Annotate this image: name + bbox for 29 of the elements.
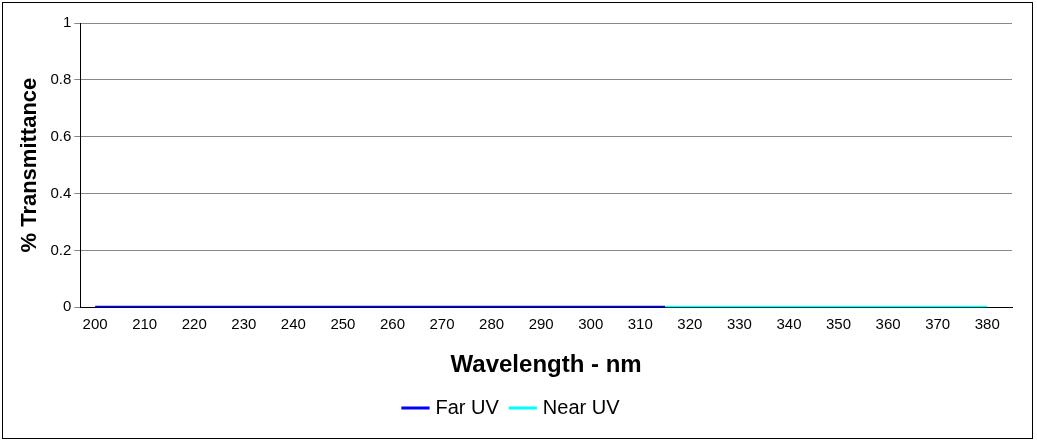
x-axis-title: Wavelength - nm [450, 350, 642, 378]
x-tick-label: 240 [280, 315, 306, 333]
y-tick-label: 1 [62, 13, 72, 31]
x-tick-label: 260 [379, 315, 405, 333]
x-tick-label: 250 [330, 315, 356, 333]
x-tick-label: 320 [677, 315, 703, 333]
x-tick-label: 310 [627, 315, 653, 333]
x-tick-label: 330 [726, 315, 752, 333]
x-tick-label: 360 [875, 315, 901, 333]
y-tick-label: 0 [62, 297, 72, 315]
x-tick-label: 340 [776, 315, 802, 333]
y-axis-title: % Transmittance [16, 77, 42, 253]
x-tick-label: 200 [82, 315, 108, 333]
y-tick-label: 0.6 [50, 126, 72, 144]
x-tick-label: 350 [826, 315, 852, 333]
y-tick-label: 0.2 [50, 240, 72, 258]
x-tick-label: 290 [528, 315, 554, 333]
x-tick-label: 210 [132, 315, 158, 333]
x-tick-label: 220 [181, 315, 207, 333]
x-tick-label: 230 [231, 315, 257, 333]
y-tick-label: 0.4 [50, 183, 72, 201]
x-tick-label: 280 [479, 315, 505, 333]
legend-label: Near UV [542, 395, 621, 418]
legend-label: Far UV [435, 395, 500, 418]
x-tick-label: 380 [974, 315, 1000, 333]
x-tick-label: 270 [429, 315, 455, 333]
x-tick-label: 370 [925, 315, 951, 333]
x-tick-label: 300 [578, 315, 604, 333]
y-tick-label: 0.8 [50, 69, 72, 87]
